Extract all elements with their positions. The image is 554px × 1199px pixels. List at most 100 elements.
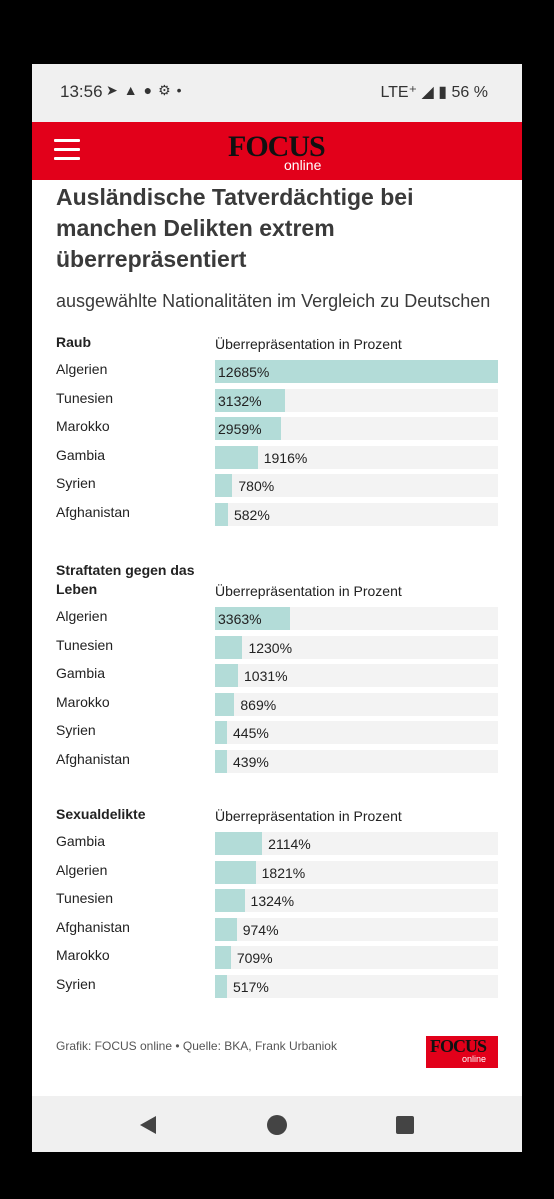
bar-track: 1821%: [215, 860, 498, 884]
back-icon[interactable]: [138, 1114, 160, 1136]
bar-row: Gambia 1916%: [56, 442, 498, 471]
category-label: Syrien: [56, 975, 96, 992]
chart-header: Sexualdelikte Überrepräsentation in Proze…: [56, 800, 498, 828]
bar: [215, 417, 281, 440]
data-label: 869%: [240, 696, 277, 713]
category-label: Afghanistan: [56, 503, 130, 520]
bar-row: Tunesien 1324%: [56, 885, 498, 914]
data-label: 445%: [233, 725, 269, 741]
settings-icon: ⚙: [158, 82, 177, 98]
category-label: Algerien: [56, 608, 108, 624]
category-label: Syrien: [56, 722, 96, 738]
app-bar: FOCUS online: [32, 122, 522, 180]
bar: [215, 360, 498, 383]
category-label: Marokko: [56, 418, 110, 434]
axis-label: Überrepräsentation in Prozent: [215, 808, 402, 824]
bar: [215, 860, 256, 884]
category-label: Marokko: [56, 947, 110, 963]
data-label: 3363%: [218, 611, 262, 627]
battery-level: 56 %: [451, 84, 488, 101]
chart-header: Raub Überrepräsentation in Prozent: [56, 328, 498, 356]
chart-section: Raub Überrepräsentation in Prozent Algerie…: [56, 328, 498, 527]
bar: [215, 474, 233, 497]
bar-row: Algerien 1821%: [56, 857, 498, 886]
bar-track: 517%: [215, 974, 498, 998]
battery-icon: ▮: [438, 84, 448, 101]
bar-row: Algerien 3363%: [56, 603, 498, 632]
data-label: 517%: [233, 978, 269, 995]
navigation-bar: [32, 1096, 522, 1152]
data-label: 1031%: [244, 668, 288, 684]
bar-row: Algerien 12685%: [56, 356, 498, 385]
bar-track: 445%: [215, 721, 498, 744]
status-right: LTE⁺ ◢ ▮ 56 %: [380, 82, 488, 102]
data-label: 582%: [233, 506, 270, 523]
data-label: 1821%: [261, 864, 306, 881]
category-label: Gambia: [56, 833, 106, 849]
bar: [215, 917, 237, 941]
data-label: 1324%: [250, 893, 295, 909]
bar-row: Marokko 709%: [56, 942, 498, 971]
bar-track: 3132%: [215, 388, 498, 412]
category-label: Syrien: [56, 475, 96, 491]
bar-track: 2959%: [215, 417, 498, 440]
bar: [215, 388, 285, 412]
bar-row: Syrien 517%: [56, 971, 498, 1000]
bar: [215, 607, 291, 630]
data-label: 2114%: [268, 836, 311, 852]
recents-icon[interactable]: [394, 1114, 416, 1136]
status-time: 13:56: [60, 82, 103, 101]
category-label: Marokko: [56, 693, 110, 710]
data-label: 709%: [236, 950, 273, 966]
bar-track: 12685%: [215, 360, 498, 383]
bar-track: 582%: [215, 502, 498, 526]
bar: [215, 721, 227, 744]
bar-row: Tunesien 3132%: [56, 385, 498, 414]
bar: [215, 889, 245, 912]
chart-category-title: Straftaten gegen das Leben: [56, 562, 195, 597]
logo-sub: online: [284, 157, 322, 173]
bar-track: 3363%: [215, 607, 498, 630]
bar-row: Syrien 780%: [56, 470, 498, 499]
bar-row: Afghanistan 439%: [56, 746, 498, 775]
bar-row: Afghanistan 582%: [56, 499, 498, 528]
bar-track: 1031%: [215, 664, 498, 687]
axis-label: Überrepräsentation in Prozent: [215, 583, 402, 599]
data-label: 974%: [242, 921, 279, 938]
bar-row: Afghanistan 974%: [56, 914, 498, 943]
bar: [215, 832, 263, 855]
status-bar: 13:56 ➤▲●⚙• LTE⁺ ◢ ▮ 56 %: [32, 64, 522, 122]
chart-source: Grafik: FOCUS online • Quelle: BKA, Fran…: [56, 1039, 337, 1053]
notification-icons: ➤▲●⚙•: [106, 82, 188, 99]
bar-track: 2114%: [215, 832, 498, 855]
signal-icon: ◢: [421, 84, 434, 101]
data-label: 1916%: [263, 449, 308, 466]
article-content: Ausländische Tatverdächtige bei manchen …: [56, 180, 498, 999]
notification-icon: ●: [143, 82, 159, 98]
bar-track: 974%: [215, 917, 498, 941]
bar: [215, 664, 238, 687]
chart-section: Sexualdelikte Überrepräsentation in Proze…: [56, 800, 498, 999]
chart-section: Straftaten gegen das Leben Überrepräsenta…: [56, 555, 498, 774]
mini-logo-sub: online: [462, 1054, 487, 1064]
focus-online-logo[interactable]: FOCUS online: [228, 130, 338, 174]
category-label: Algerien: [56, 861, 108, 878]
chart-category-title: Raub: [56, 334, 91, 350]
category-label: Algerien: [56, 361, 108, 377]
data-label: 3132%: [218, 392, 262, 409]
hamburger-menu-icon[interactable]: [54, 139, 80, 161]
bar-row: Tunesien 1230%: [56, 632, 498, 661]
bar: [215, 749, 227, 773]
bar: [215, 974, 227, 998]
category-label: Afghanistan: [56, 918, 130, 935]
bar-charts: Raub Überrepräsentation in Prozent Algerie…: [56, 328, 498, 999]
data-label: 1230%: [248, 639, 293, 656]
category-label: Gambia: [56, 446, 106, 463]
bar-row: Syrien 445%: [56, 717, 498, 746]
logo-word: FOCUS: [228, 130, 326, 163]
home-icon[interactable]: [266, 1114, 288, 1136]
mini-logo-word: FOCUS: [430, 1036, 487, 1056]
chart-header: Straftaten gegen das Leben Überrepräsenta…: [56, 555, 498, 603]
bar-track: 439%: [215, 749, 498, 773]
bar-track: 1324%: [215, 889, 498, 912]
